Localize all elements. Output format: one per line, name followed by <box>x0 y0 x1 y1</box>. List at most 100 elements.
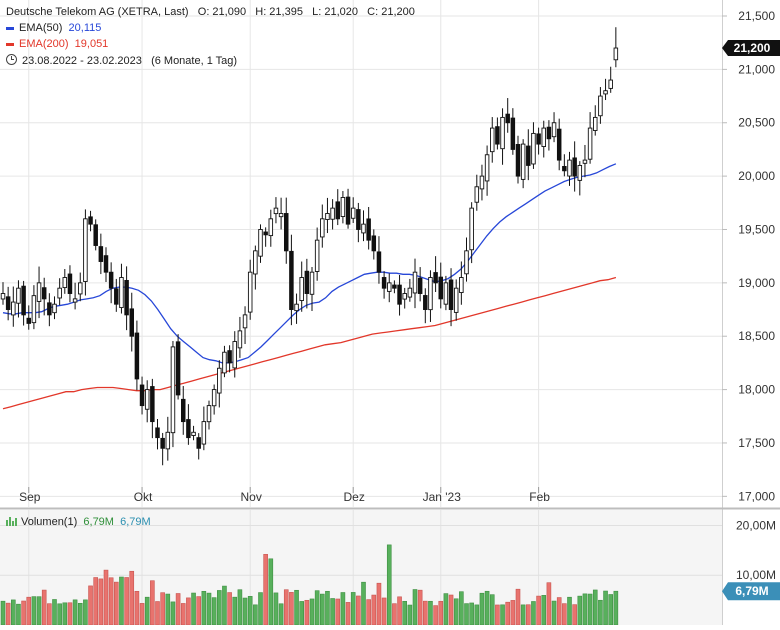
candle-body <box>490 127 495 153</box>
candle-body <box>88 216 93 225</box>
candle-body <box>464 250 469 275</box>
candle-body <box>387 282 392 292</box>
y-tick-label: 21,000 <box>738 62 775 76</box>
volume-bar <box>500 604 505 626</box>
candle-body <box>433 272 438 284</box>
candle-body <box>170 346 176 434</box>
volume-bar <box>562 603 567 626</box>
volume-bar <box>191 592 196 626</box>
candle-body <box>144 389 150 410</box>
volume-bar <box>77 602 83 626</box>
candle-body <box>376 251 382 273</box>
volume-bar <box>397 596 402 626</box>
candle-body <box>381 277 387 289</box>
x-tick-label: Feb <box>529 490 550 504</box>
ema50-line <box>2 163 617 364</box>
candle-body <box>603 90 608 95</box>
ema200-label: EMA(200) <box>19 38 69 50</box>
candle-body <box>587 127 593 160</box>
volume-series <box>0 544 619 626</box>
volume-bar <box>479 592 485 626</box>
volume-bar <box>93 577 98 626</box>
legend-ema50[interactable]: EMA(50) 20,115 <box>6 22 101 34</box>
volume-bar <box>258 592 263 626</box>
candle-body <box>108 271 114 289</box>
price-series <box>0 27 619 466</box>
volume-label: Volumen(1) <box>21 516 78 528</box>
candle-body <box>546 126 552 140</box>
volume-bar <box>5 602 11 626</box>
volume-bar <box>520 604 526 626</box>
candle-body <box>520 143 526 180</box>
legend-period: 23.08.2022 - 23.02.2023 (6 Monate, 1 Tag… <box>6 54 237 67</box>
candle-body <box>191 431 196 436</box>
candle-body <box>495 126 500 145</box>
ema50-label: EMA(50) <box>19 22 63 34</box>
volume-bar <box>484 590 490 626</box>
volume-bar <box>525 604 531 626</box>
volume-bar <box>577 595 583 626</box>
volume-bar <box>119 576 124 626</box>
volume-bar <box>186 597 191 626</box>
candle-body <box>309 271 315 295</box>
ema200-value: 19,051 <box>74 38 109 50</box>
clock-icon <box>6 54 17 65</box>
volume-bar <box>510 600 516 626</box>
candle-body <box>325 213 330 220</box>
candle-body <box>402 293 407 300</box>
volume-bar <box>505 601 511 626</box>
candle-body <box>222 351 227 374</box>
candle-body <box>258 229 263 257</box>
candle-body <box>52 303 57 314</box>
volume-bar <box>469 602 474 626</box>
candle-body <box>562 166 567 172</box>
volume-bar <box>21 600 26 626</box>
candle-body <box>129 308 134 337</box>
legend-ema200[interactable]: EMA(200) 19,051 <box>6 38 108 50</box>
period-note: (6 Monate, 1 Tag) <box>151 55 238 67</box>
chart-title: Deutsche Telekom AG (XETRA, Last) <box>6 6 189 18</box>
volume-bar <box>41 589 47 626</box>
volume-bar <box>531 601 536 626</box>
x-tick-label: Dez <box>344 490 365 504</box>
volume-bar <box>294 589 299 626</box>
volume-bar <box>304 599 310 626</box>
candle-body <box>211 389 217 407</box>
volume-value-green: 6,79M <box>83 516 114 528</box>
volume-bar <box>546 582 552 626</box>
volume-legend[interactable]: Volumen(1) 6,79M 6,79M <box>6 516 151 528</box>
y-tick-label: 19,500 <box>738 222 775 236</box>
y-tick-label: 18,500 <box>738 329 775 343</box>
volume-bar <box>541 595 547 626</box>
candle-body <box>526 145 531 166</box>
volume-bar <box>11 599 16 626</box>
candle-body <box>26 317 32 324</box>
volume-bar <box>443 593 449 626</box>
candle-body <box>356 209 361 230</box>
volume-bar <box>47 603 52 626</box>
candle-body <box>417 277 423 294</box>
candle-body <box>180 398 186 423</box>
volume-bar <box>325 590 330 626</box>
volume-value-blue: 6,79M <box>120 516 151 528</box>
candle-body <box>175 341 181 396</box>
volume-bar <box>489 594 495 626</box>
ema50-swatch <box>6 26 14 30</box>
volume-bar <box>448 594 454 626</box>
candle-body <box>335 201 341 220</box>
volume-bar <box>592 589 598 626</box>
candle-body <box>371 235 377 252</box>
volume-bar <box>83 599 88 626</box>
volume-bar <box>237 589 243 626</box>
volume-bar <box>330 598 335 626</box>
volume-bar <box>124 577 129 626</box>
candle-body <box>505 113 510 124</box>
candle-body <box>289 250 294 310</box>
candle-body <box>206 405 212 423</box>
candle-body <box>41 287 47 300</box>
candle-body <box>582 159 588 164</box>
candle-body <box>412 271 418 294</box>
y-tick-label: 18,000 <box>738 383 775 397</box>
volume-bar <box>139 603 145 626</box>
candle-body <box>474 186 480 203</box>
